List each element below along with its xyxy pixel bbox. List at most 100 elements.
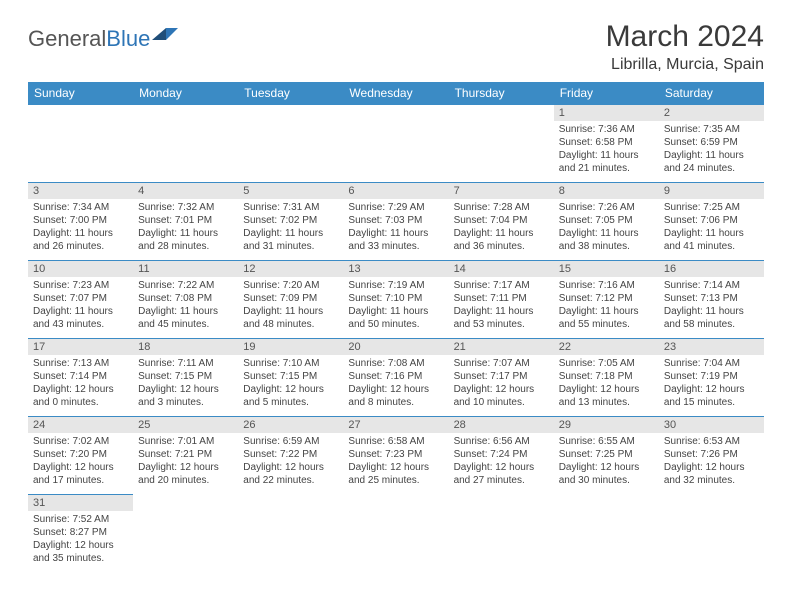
calendar-day-cell: 11Sunrise: 7:22 AMSunset: 7:08 PMDayligh… [133, 261, 238, 339]
calendar-day-cell: 20Sunrise: 7:08 AMSunset: 7:16 PMDayligh… [343, 339, 448, 417]
logo-text-general: General [28, 26, 106, 52]
day-number: 8 [554, 183, 659, 199]
sunset-text: Sunset: 7:03 PM [348, 214, 443, 227]
sunrise-text: Sunrise: 6:55 AM [559, 435, 654, 448]
sunset-text: Sunset: 7:19 PM [664, 370, 759, 383]
calendar-day-cell: 15Sunrise: 7:16 AMSunset: 7:12 PMDayligh… [554, 261, 659, 339]
header: GeneralBlue March 2024 Librilla, Murcia,… [28, 20, 764, 78]
day-number: 24 [28, 417, 133, 433]
calendar-day-cell: 17Sunrise: 7:13 AMSunset: 7:14 PMDayligh… [28, 339, 133, 417]
sunset-text: Sunset: 7:01 PM [138, 214, 233, 227]
calendar-day-cell: 25Sunrise: 7:01 AMSunset: 7:21 PMDayligh… [133, 417, 238, 495]
calendar-header-row: SundayMondayTuesdayWednesdayThursdayFrid… [28, 82, 764, 105]
daylight-text: Daylight: 12 hours and 13 minutes. [559, 383, 654, 409]
sunset-text: Sunset: 7:06 PM [664, 214, 759, 227]
sunset-text: Sunset: 7:23 PM [348, 448, 443, 461]
sunrise-text: Sunrise: 7:05 AM [559, 357, 654, 370]
daylight-text: Daylight: 11 hours and 48 minutes. [243, 305, 338, 331]
daylight-text: Daylight: 12 hours and 30 minutes. [559, 461, 654, 487]
calendar-week-row: 17Sunrise: 7:13 AMSunset: 7:14 PMDayligh… [28, 339, 764, 417]
day-number: 23 [659, 339, 764, 355]
day-details: Sunrise: 7:14 AMSunset: 7:13 PMDaylight:… [659, 277, 764, 335]
daylight-text: Daylight: 11 hours and 24 minutes. [664, 149, 759, 175]
sunset-text: Sunset: 7:20 PM [33, 448, 128, 461]
sunset-text: Sunset: 7:17 PM [454, 370, 549, 383]
sunrise-text: Sunrise: 7:34 AM [33, 201, 128, 214]
calendar-body: 1Sunrise: 7:36 AMSunset: 6:58 PMDaylight… [28, 105, 764, 573]
daylight-text: Daylight: 11 hours and 21 minutes. [559, 149, 654, 175]
calendar-day-cell: 18Sunrise: 7:11 AMSunset: 7:15 PMDayligh… [133, 339, 238, 417]
day-number: 17 [28, 339, 133, 355]
calendar-day-cell: 22Sunrise: 7:05 AMSunset: 7:18 PMDayligh… [554, 339, 659, 417]
day-details: Sunrise: 7:01 AMSunset: 7:21 PMDaylight:… [133, 433, 238, 491]
sunrise-text: Sunrise: 7:17 AM [454, 279, 549, 292]
daylight-text: Daylight: 12 hours and 32 minutes. [664, 461, 759, 487]
weekday-header: Wednesday [343, 82, 448, 105]
sunset-text: Sunset: 7:22 PM [243, 448, 338, 461]
calendar-day-cell: 12Sunrise: 7:20 AMSunset: 7:09 PMDayligh… [238, 261, 343, 339]
sunset-text: Sunset: 7:00 PM [33, 214, 128, 227]
daylight-text: Daylight: 12 hours and 17 minutes. [33, 461, 128, 487]
calendar-day-cell [28, 105, 133, 183]
calendar-day-cell: 21Sunrise: 7:07 AMSunset: 7:17 PMDayligh… [449, 339, 554, 417]
day-number: 11 [133, 261, 238, 277]
sunset-text: Sunset: 7:16 PM [348, 370, 443, 383]
weekday-header: Monday [133, 82, 238, 105]
day-details: Sunrise: 7:10 AMSunset: 7:15 PMDaylight:… [238, 355, 343, 413]
day-number: 10 [28, 261, 133, 277]
calendar-day-cell: 10Sunrise: 7:23 AMSunset: 7:07 PMDayligh… [28, 261, 133, 339]
day-details: Sunrise: 7:05 AMSunset: 7:18 PMDaylight:… [554, 355, 659, 413]
day-details: Sunrise: 7:22 AMSunset: 7:08 PMDaylight:… [133, 277, 238, 335]
sunrise-text: Sunrise: 6:56 AM [454, 435, 549, 448]
sunrise-text: Sunrise: 6:59 AM [243, 435, 338, 448]
sunrise-text: Sunrise: 7:07 AM [454, 357, 549, 370]
daylight-text: Daylight: 12 hours and 27 minutes. [454, 461, 549, 487]
sunset-text: Sunset: 7:04 PM [454, 214, 549, 227]
day-number: 30 [659, 417, 764, 433]
sunset-text: Sunset: 7:21 PM [138, 448, 233, 461]
calendar-day-cell [343, 105, 448, 183]
day-number: 19 [238, 339, 343, 355]
daylight-text: Daylight: 11 hours and 43 minutes. [33, 305, 128, 331]
day-details: Sunrise: 7:29 AMSunset: 7:03 PMDaylight:… [343, 199, 448, 257]
calendar-day-cell [133, 105, 238, 183]
daylight-text: Daylight: 11 hours and 45 minutes. [138, 305, 233, 331]
day-number: 28 [449, 417, 554, 433]
day-details: Sunrise: 6:56 AMSunset: 7:24 PMDaylight:… [449, 433, 554, 491]
weekday-header: Tuesday [238, 82, 343, 105]
calendar-day-cell [554, 495, 659, 573]
day-details: Sunrise: 7:13 AMSunset: 7:14 PMDaylight:… [28, 355, 133, 413]
daylight-text: Daylight: 12 hours and 20 minutes. [138, 461, 233, 487]
day-number: 26 [238, 417, 343, 433]
sunset-text: Sunset: 7:08 PM [138, 292, 233, 305]
weekday-header: Saturday [659, 82, 764, 105]
weekday-header: Friday [554, 82, 659, 105]
daylight-text: Daylight: 12 hours and 25 minutes. [348, 461, 443, 487]
sunrise-text: Sunrise: 7:20 AM [243, 279, 338, 292]
sunset-text: Sunset: 7:05 PM [559, 214, 654, 227]
day-details: Sunrise: 7:25 AMSunset: 7:06 PMDaylight:… [659, 199, 764, 257]
daylight-text: Daylight: 12 hours and 8 minutes. [348, 383, 443, 409]
day-number: 29 [554, 417, 659, 433]
calendar-day-cell [238, 495, 343, 573]
day-details: Sunrise: 7:08 AMSunset: 7:16 PMDaylight:… [343, 355, 448, 413]
sunset-text: Sunset: 6:58 PM [559, 136, 654, 149]
sunset-text: Sunset: 7:11 PM [454, 292, 549, 305]
day-details: Sunrise: 7:17 AMSunset: 7:11 PMDaylight:… [449, 277, 554, 335]
calendar-day-cell: 9Sunrise: 7:25 AMSunset: 7:06 PMDaylight… [659, 183, 764, 261]
calendar-day-cell: 6Sunrise: 7:29 AMSunset: 7:03 PMDaylight… [343, 183, 448, 261]
sunrise-text: Sunrise: 7:35 AM [664, 123, 759, 136]
sunset-text: Sunset: 7:25 PM [559, 448, 654, 461]
day-number: 9 [659, 183, 764, 199]
daylight-text: Daylight: 11 hours and 41 minutes. [664, 227, 759, 253]
day-details: Sunrise: 7:23 AMSunset: 7:07 PMDaylight:… [28, 277, 133, 335]
calendar-day-cell: 5Sunrise: 7:31 AMSunset: 7:02 PMDaylight… [238, 183, 343, 261]
calendar-day-cell: 28Sunrise: 6:56 AMSunset: 7:24 PMDayligh… [449, 417, 554, 495]
sunrise-text: Sunrise: 6:53 AM [664, 435, 759, 448]
calendar-day-cell [449, 105, 554, 183]
calendar-week-row: 1Sunrise: 7:36 AMSunset: 6:58 PMDaylight… [28, 105, 764, 183]
day-details: Sunrise: 6:59 AMSunset: 7:22 PMDaylight:… [238, 433, 343, 491]
sunset-text: Sunset: 7:07 PM [33, 292, 128, 305]
daylight-text: Daylight: 12 hours and 0 minutes. [33, 383, 128, 409]
calendar-day-cell: 30Sunrise: 6:53 AMSunset: 7:26 PMDayligh… [659, 417, 764, 495]
